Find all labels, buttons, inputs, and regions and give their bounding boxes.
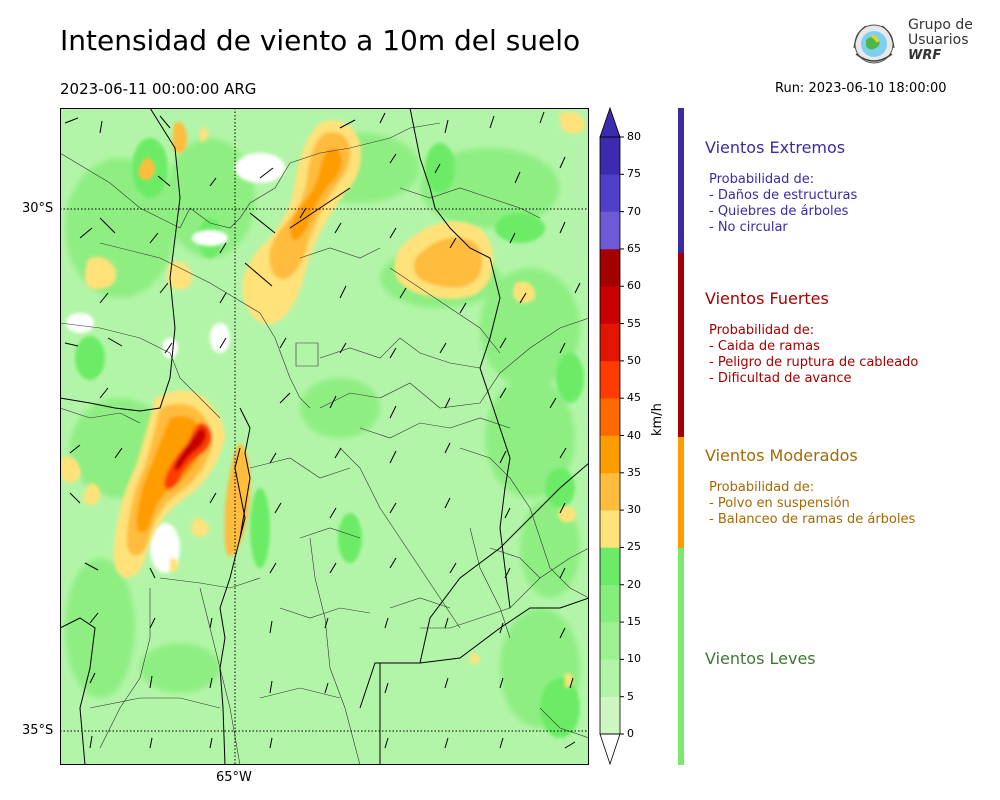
colorbar-block — [600, 248, 620, 287]
colorbar-tick-label: 0 — [627, 727, 634, 740]
colorbar-block — [600, 435, 620, 474]
map-frame — [60, 108, 589, 765]
wrf-logo — [853, 24, 895, 64]
logo-line-1: Grupo de — [908, 17, 973, 33]
colorbar-tick-label: 5 — [627, 689, 634, 703]
colorbar-tick-label: 15 — [627, 615, 641, 629]
legend-extreme-item: - Quiebres de árboles — [709, 204, 849, 219]
logo-text: Grupo de Usuarios WRF — [908, 17, 973, 64]
category-bar-moderate — [678, 437, 684, 548]
legend-extreme-item: - No circular — [709, 220, 788, 235]
colorbar-tick-label: 20 — [627, 577, 641, 591]
colorbar-ticks — [620, 136, 624, 735]
legend-strong-body: Probabilidad de: - Caida de ramas - Peli… — [709, 323, 918, 387]
lon-label-65w: 65°W — [216, 770, 252, 785]
colorbar-block — [600, 211, 620, 250]
lat-label-35s: 35°S — [22, 723, 54, 738]
category-bar — [678, 108, 684, 765]
colorbar-tick-label: 65 — [627, 241, 641, 255]
graticule — [60, 108, 589, 765]
colorbar-block — [600, 659, 620, 697]
colorbar-tick-label: 50 — [627, 353, 641, 367]
colorbar-tick-label: 70 — [627, 204, 641, 218]
category-bar-extreme — [678, 108, 684, 253]
colorbar-block — [600, 547, 620, 586]
colorbar-tick-label: 40 — [627, 428, 641, 442]
lat-label-30s: 30°S — [22, 201, 54, 216]
legend-strong-item: - Peligro de ruptura de cableado — [709, 355, 919, 370]
colorbar-block — [600, 398, 620, 436]
legend-moderate-body: Probabilidad de: - Polvo en suspensión -… — [709, 480, 915, 528]
wind-field-low — [65, 133, 580, 728]
wind-field-mid — [75, 138, 584, 738]
legend-moderate-item: - Balanceo de ramas de árboles — [709, 512, 916, 527]
boundaries — [60, 122, 589, 765]
colorbar-block — [600, 696, 620, 735]
colorbar-tick-label: 35 — [627, 465, 641, 479]
colorbar-block — [600, 360, 620, 399]
legend-extreme-intro: Probabilidad de: — [709, 172, 815, 187]
legend-strong-item: - Dificultad de avance — [709, 371, 852, 386]
colorbar-block — [600, 137, 620, 175]
legend-strong-intro: Probabilidad de: — [709, 323, 815, 338]
legend-extreme-item: - Daños de estructuras — [709, 188, 858, 203]
legend-moderate-title: Vientos Moderados — [705, 446, 858, 465]
legend-strong-item: - Caida de ramas — [709, 339, 820, 354]
colorbar-tick-label: 55 — [627, 316, 641, 330]
colorbar — [599, 106, 624, 766]
colorbar-tick-label: 25 — [627, 540, 641, 554]
logo-line-3: WRF — [908, 48, 942, 63]
colorbar-unit: km/h — [650, 403, 665, 436]
legend-light-title: Vientos Leves — [705, 649, 816, 668]
valid-time: 2023-06-11 00:00:00 ARG — [60, 80, 257, 98]
colorbar-block — [600, 584, 620, 623]
colorbar-block — [600, 174, 620, 212]
colorbar-block — [600, 510, 620, 548]
colorbar-blocks — [599, 106, 621, 766]
category-bar-strong — [678, 253, 684, 437]
wind-map — [60, 108, 589, 765]
colorbar-tick-label: 45 — [627, 391, 641, 405]
colorbar-tick-label: 10 — [627, 652, 641, 666]
legend-strong-title: Vientos Fuertes — [705, 289, 829, 308]
colorbar-block — [600, 622, 620, 660]
colorbar-block — [600, 472, 620, 511]
colorbar-block — [600, 286, 620, 324]
wind-vectors — [64, 111, 581, 749]
colorbar-tick-label: 30 — [627, 503, 641, 517]
wind-field-moderate — [60, 111, 585, 688]
category-bar-light — [678, 548, 684, 765]
run-time: Run: 2023-06-10 18:00:00 — [775, 81, 947, 96]
legend-moderate-intro: Probabilidad de: — [709, 480, 815, 495]
colorbar-tick-label: 60 — [627, 279, 641, 293]
colorbar-tick-label: 75 — [627, 167, 641, 181]
colorbar-tick-label: 80 — [627, 130, 641, 143]
logo-line-2: Usuarios — [908, 32, 969, 48]
colorbar-extend-top — [599, 106, 621, 138]
legend-extreme-body: Probabilidad de: - Daños de estructuras … — [709, 172, 857, 236]
legend-moderate-item: - Polvo en suspensión — [709, 496, 850, 511]
legend-extreme-title: Vientos Extremos — [705, 138, 846, 157]
province-boundaries — [60, 108, 589, 765]
colorbar-block — [600, 323, 620, 362]
colorbar-extend-bottom — [599, 733, 621, 766]
map-title: Intensidad de viento a 10m del suelo — [60, 24, 581, 57]
